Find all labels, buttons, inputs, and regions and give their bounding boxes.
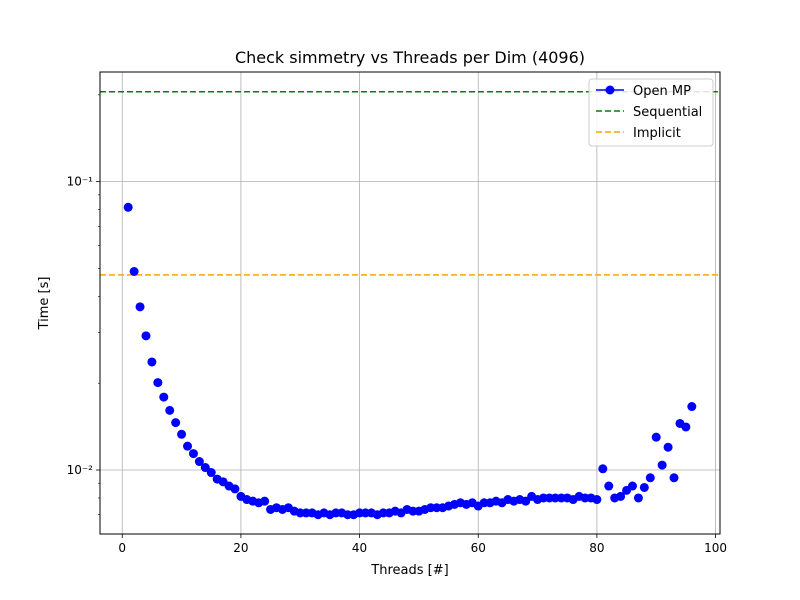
data-point xyxy=(657,460,667,470)
y-tick-label: 10⁻² xyxy=(67,463,94,477)
data-point xyxy=(598,464,608,474)
data-point xyxy=(171,418,181,428)
plot-area-frame xyxy=(99,71,721,535)
data-point xyxy=(153,378,163,388)
data-point xyxy=(141,331,151,341)
x-tick-label: 60 xyxy=(471,541,486,555)
data-point xyxy=(177,429,187,439)
data-point xyxy=(645,473,655,483)
legend-box xyxy=(588,78,714,147)
data-point xyxy=(200,463,210,473)
data-point xyxy=(194,457,204,467)
y-axis-ticks: 10⁻² 10⁻¹ xyxy=(67,94,100,515)
data-point xyxy=(129,266,139,276)
data-point xyxy=(633,493,643,503)
data-point xyxy=(687,402,697,412)
data-point xyxy=(592,495,602,505)
x-tick-label: 80 xyxy=(589,541,604,555)
data-point xyxy=(159,392,169,402)
data-point xyxy=(639,482,649,492)
x-tick-label: 40 xyxy=(352,541,367,555)
data-point xyxy=(165,405,175,415)
data-point xyxy=(206,468,216,478)
x-tick-label: 100 xyxy=(704,541,727,555)
y-axis-label: Time [s] xyxy=(37,277,52,331)
legend: Open MP Sequential Implicit xyxy=(588,78,714,147)
x-axis-ticks: 0 20 40 60 80 100 xyxy=(118,534,727,555)
data-point xyxy=(183,441,193,451)
data-point xyxy=(604,481,614,491)
data-point xyxy=(123,202,133,212)
grid-lines xyxy=(100,72,720,534)
data-point xyxy=(147,357,157,367)
data-point xyxy=(681,422,691,432)
legend-openmp-label: Open MP xyxy=(633,84,691,99)
data-point xyxy=(669,473,679,483)
data-point xyxy=(627,481,637,491)
chart-title: Check simmetry vs Threads per Dim (4096) xyxy=(235,48,585,67)
data-point xyxy=(260,496,270,506)
legend-implicit-label: Implicit xyxy=(633,126,681,141)
y-tick-label: 10⁻¹ xyxy=(67,175,94,189)
data-points xyxy=(123,202,697,520)
data-point xyxy=(663,442,673,452)
data-point xyxy=(616,491,626,501)
x-tick-label: 0 xyxy=(118,541,126,555)
x-axis-label: Threads [#] xyxy=(370,563,448,578)
legend-sequential-label: Sequential xyxy=(633,105,702,120)
x-tick-label: 20 xyxy=(233,541,248,555)
data-point xyxy=(188,449,198,459)
legend-openmp-marker xyxy=(605,85,615,95)
data-point xyxy=(230,484,240,494)
data-point xyxy=(135,302,145,312)
data-point xyxy=(651,432,661,442)
